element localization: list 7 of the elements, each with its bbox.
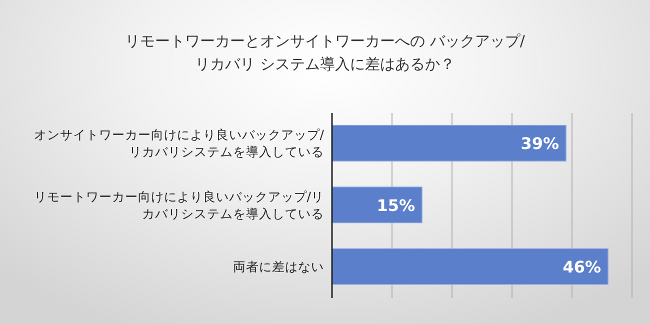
data-label: 39% [520,134,559,154]
data-label: 46% [562,258,601,277]
y-tick-label: リモートワーカー向けにより良いバックアップ/リカバリシステムを導入している [32,188,324,222]
y-tick-label: 両者に差はない [232,258,324,276]
data-label: 15% [376,196,415,215]
y-tick-label: オンサイトワーカー向けにより良いバックアップ/リカバリシステムを導入している [32,126,324,160]
chart-title: リモートワーカーとオンサイトワーカーへの バックアップ/リカバリ システム導入に差はあるか？ [124,31,526,75]
